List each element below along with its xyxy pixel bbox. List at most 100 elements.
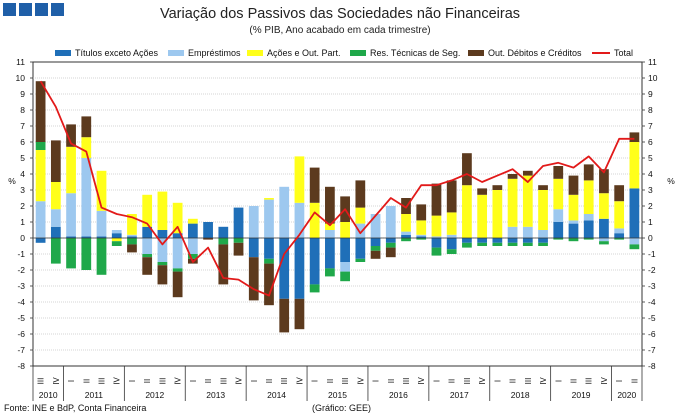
bar-res_tecnicas bbox=[462, 242, 472, 248]
x-tick-label: III bbox=[463, 378, 472, 385]
legend-label-titulos: Títulos exceto Ações bbox=[75, 48, 159, 58]
bar-acoes bbox=[127, 214, 137, 235]
bar-titulos bbox=[50, 226, 61, 238]
y-tick-label: -8 bbox=[17, 361, 25, 371]
y-tick-label-right: -2 bbox=[648, 265, 656, 275]
bar-acoes bbox=[538, 190, 548, 230]
chart-title: Variação dos Passivos das Sociedades não… bbox=[159, 6, 521, 22]
bar-res_tecnicas bbox=[416, 238, 427, 240]
bar-titulos bbox=[583, 220, 594, 238]
x-tick-label: IV bbox=[356, 377, 365, 385]
bar-acoes bbox=[309, 202, 320, 238]
bar-emprestimos bbox=[614, 228, 625, 234]
x-tick-label: IV bbox=[600, 377, 609, 385]
bar-acoes bbox=[66, 146, 76, 194]
bar-res_tecnicas bbox=[50, 238, 61, 264]
bar-out_debitos bbox=[325, 186, 335, 224]
bar-res_tecnicas bbox=[446, 249, 457, 254]
x-tick-label: II bbox=[509, 379, 518, 383]
bar-emprestimos bbox=[172, 238, 183, 269]
x-tick-label: I bbox=[67, 380, 76, 382]
legend-item-total: Total bbox=[592, 48, 633, 58]
bar-emprestimos bbox=[142, 238, 153, 254]
bar-res_tecnicas bbox=[355, 258, 366, 262]
bar-emprestimos bbox=[187, 238, 198, 254]
bar-titulos bbox=[614, 233, 625, 238]
legend-item-acoes: Ações e Out. Part. bbox=[247, 48, 341, 58]
legend-label-out-debitos: Out. Débitos e Créditos bbox=[488, 48, 582, 58]
bar-out_debitos bbox=[538, 185, 548, 190]
bar-out_debitos bbox=[248, 257, 259, 301]
bar-res_tecnicas bbox=[340, 271, 350, 282]
year-label: 2017 bbox=[450, 390, 469, 400]
bar-titulos bbox=[492, 238, 503, 243]
bar-acoes bbox=[325, 223, 335, 230]
legend-item-emprestimos: Empréstimos bbox=[168, 48, 241, 58]
bar-out_debitos bbox=[66, 124, 76, 147]
y-tick-label: -1 bbox=[17, 249, 25, 259]
x-tick-label: III bbox=[37, 378, 46, 385]
y-tick-label-right: -1 bbox=[648, 249, 656, 259]
x-tick-label: III bbox=[341, 378, 350, 385]
bar-out_debitos bbox=[446, 180, 457, 213]
legend-swatch-out-debitos bbox=[468, 50, 484, 56]
x-tick-label: I bbox=[128, 380, 137, 382]
bar-res_tecnicas bbox=[553, 238, 564, 240]
y-tick-label: 8 bbox=[20, 105, 25, 115]
legend-label-acoes: Ações e Out. Part. bbox=[267, 48, 341, 58]
legend-swatch-acoes bbox=[247, 50, 263, 56]
bar-out_debitos bbox=[294, 298, 305, 330]
year-label: 2020 bbox=[617, 390, 636, 400]
y-tick-label-right: 7 bbox=[648, 121, 653, 131]
bar-emprestimos bbox=[553, 209, 564, 222]
legend-item-res-tecnicas: Res. Técnicas de Seg. bbox=[350, 48, 460, 58]
x-tick-label: III bbox=[219, 378, 228, 385]
x-tick-label: IV bbox=[113, 377, 122, 385]
y-tick-label: 7 bbox=[20, 121, 25, 131]
legend-item-out-debitos: Out. Débitos e Créditos bbox=[468, 48, 582, 58]
bar-out_debitos bbox=[218, 244, 229, 285]
line-total bbox=[39, 80, 635, 297]
bar-titulos bbox=[431, 238, 442, 248]
bar-emprestimos bbox=[127, 234, 137, 237]
chart-subtitle: (% PIB, Ano acabado em cada trimestre) bbox=[249, 25, 431, 36]
bar-out_debitos bbox=[568, 175, 579, 195]
bar-emprestimos bbox=[385, 206, 396, 238]
bar-emprestimos bbox=[264, 199, 274, 238]
bar-res_tecnicas bbox=[142, 254, 153, 258]
bar-out_debitos bbox=[142, 257, 153, 275]
x-tick-label: II bbox=[630, 379, 639, 383]
credit-note: (Gráfico: GEE) bbox=[312, 403, 372, 413]
x-tick-label: I bbox=[493, 380, 502, 382]
y-tick-label-right: 4 bbox=[648, 169, 653, 179]
bar-acoes bbox=[553, 178, 564, 210]
x-tick-label: III bbox=[280, 378, 289, 385]
bar-acoes bbox=[35, 150, 46, 202]
y-axis-label: % bbox=[8, 176, 16, 186]
y-tick-label: -4 bbox=[17, 297, 25, 307]
y-tick-label-right: -7 bbox=[648, 345, 656, 355]
x-tick-label: IV bbox=[295, 377, 304, 385]
bar-emprestimos bbox=[629, 238, 640, 245]
x-tick-label: I bbox=[250, 380, 259, 382]
bar-titulos bbox=[294, 238, 305, 299]
bar-res_tecnicas bbox=[309, 284, 320, 293]
bar-titulos bbox=[553, 222, 564, 238]
y-tick-label: -7 bbox=[17, 345, 25, 355]
year-label: 2018 bbox=[511, 390, 530, 400]
bar-emprestimos bbox=[538, 230, 548, 238]
bar-out_debitos bbox=[127, 244, 137, 253]
y-tick-label: 11 bbox=[16, 57, 25, 67]
bar-titulos bbox=[538, 238, 548, 243]
y-tick-label-right: 10 bbox=[648, 73, 658, 83]
bar-out_debitos bbox=[279, 298, 290, 333]
y-axis-label-right: % bbox=[667, 176, 675, 186]
legend-swatch-emprestimos bbox=[168, 50, 184, 56]
bar-acoes bbox=[50, 182, 61, 210]
bar-emprestimos bbox=[157, 238, 168, 262]
x-tick-label: III bbox=[524, 378, 533, 385]
logo-square bbox=[35, 3, 48, 16]
bar-emprestimos bbox=[248, 206, 259, 238]
bar-emprestimos bbox=[325, 230, 335, 238]
